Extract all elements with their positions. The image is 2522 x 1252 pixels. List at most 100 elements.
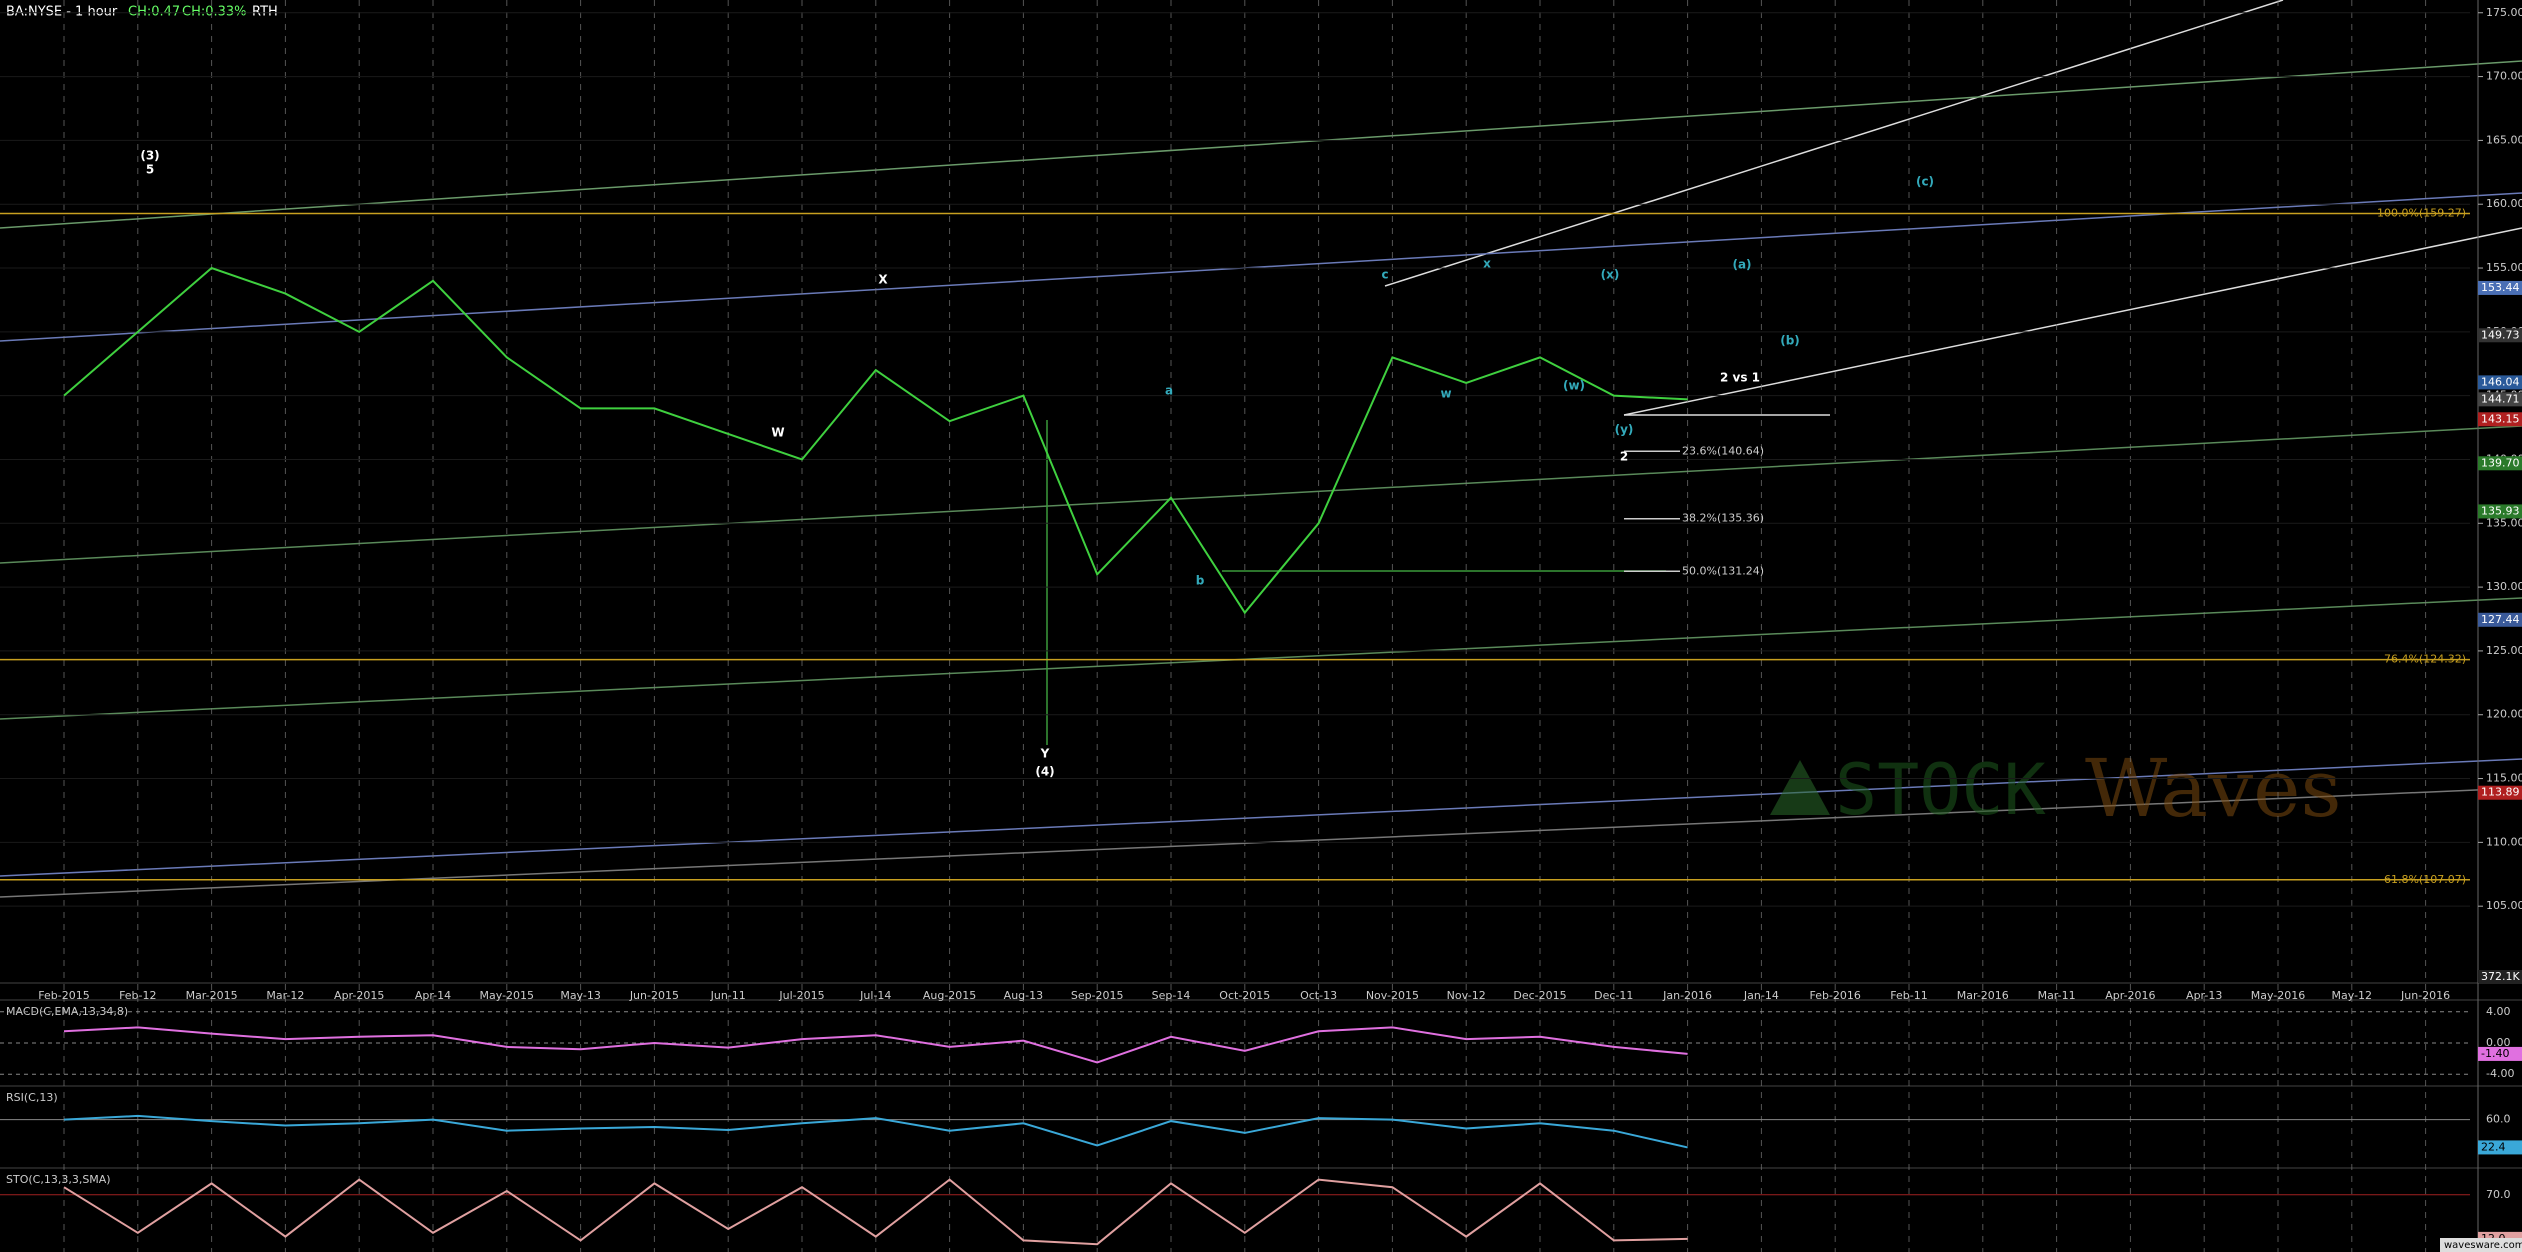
y-tick-label: 160.00 xyxy=(2486,197,2522,210)
x-tick-label: Feb-11 xyxy=(1890,989,1927,1002)
y-tick-label: 165.00 xyxy=(2486,133,2522,146)
y-tick-label: 115.00 xyxy=(2486,772,2522,785)
price-tag-label: 153.44 xyxy=(2481,281,2520,294)
wave-label: w xyxy=(1440,387,1451,401)
fib-label: 100.0%(159.27) xyxy=(2377,207,2466,220)
x-tick-label: Jul-2015 xyxy=(778,989,824,1002)
wave-label: 2 vs 1 xyxy=(1720,371,1760,385)
x-tick-label: Jun-11 xyxy=(710,989,746,1002)
watermark: wavesware.com xyxy=(2444,1240,2522,1251)
logo-mark xyxy=(1770,760,1830,815)
x-tick-label: Dec-2015 xyxy=(1513,989,1566,1002)
x-tick-label: Jul-14 xyxy=(859,989,891,1002)
price-tag-label: 135.93 xyxy=(2481,504,2520,517)
x-tick-label: Feb-2016 xyxy=(1809,989,1860,1002)
trend-line xyxy=(1623,227,2522,416)
fib-label: 38.2%(135.36) xyxy=(1682,512,1764,525)
x-tick-label: Feb-2015 xyxy=(38,989,89,1002)
logo-text: Waves xyxy=(2085,742,2342,835)
wave-label: (a) xyxy=(1732,258,1751,272)
wave-label: 5 xyxy=(146,163,154,177)
price-tag xyxy=(2478,785,2522,800)
wave-label: Y xyxy=(1040,747,1050,761)
x-tick-label: Feb-12 xyxy=(119,989,156,1002)
price-line xyxy=(63,1178,1688,1246)
price-tag-label: 113.89 xyxy=(2481,786,2520,799)
x-tick-label: Sep-2015 xyxy=(1071,989,1124,1002)
price-tag xyxy=(2478,392,2522,407)
x-tick-label: Aug-13 xyxy=(1004,989,1043,1002)
y-tick-label: 110.00 xyxy=(2486,835,2522,848)
price-line xyxy=(63,266,1688,615)
x-tick-label: May-13 xyxy=(560,989,601,1002)
wave-label: (w) xyxy=(1563,379,1585,393)
y-tick-label: 70.0 xyxy=(2486,1188,2511,1201)
x-tick-label: May-12 xyxy=(2332,989,2373,1002)
x-tick-label: Nov-12 xyxy=(1447,989,1486,1002)
price-tag xyxy=(2478,375,2522,390)
x-tick-label: Jun-2016 xyxy=(2400,989,2450,1002)
trend-line xyxy=(0,60,2522,229)
volume-tag: 372.1K xyxy=(2481,970,2520,983)
x-tick-label: Sep-14 xyxy=(1152,989,1191,1002)
price-tag-label: 146.04 xyxy=(2481,375,2520,388)
price-line xyxy=(63,1114,1688,1149)
wave-label: (3) xyxy=(140,149,159,163)
fib-label: 23.6%(140.64) xyxy=(1682,444,1764,457)
price-tag xyxy=(2478,1046,2522,1061)
x-tick-label: Oct-2015 xyxy=(1219,989,1270,1002)
price-tag xyxy=(2478,412,2522,427)
trend-line xyxy=(1384,0,2284,287)
x-tick-label: May-2016 xyxy=(2251,989,2306,1002)
y-tick-label: 170.00 xyxy=(2486,70,2522,83)
logo: STOCK Waves xyxy=(1770,742,2342,835)
x-tick-label: Apr-2015 xyxy=(334,989,384,1002)
price-line xyxy=(63,1026,1688,1064)
wave-label: c xyxy=(1381,268,1388,282)
y-tick-label: 0.00 xyxy=(2486,1036,2511,1049)
x-tick-label: May-2015 xyxy=(480,989,535,1002)
y-tick-label: 120.00 xyxy=(2486,708,2522,721)
wave-label: X xyxy=(878,273,888,287)
price-tag-label: 143.15 xyxy=(2481,412,2520,425)
trend-line xyxy=(0,192,2522,342)
price-tag xyxy=(2478,612,2522,627)
x-tick-label: Mar-12 xyxy=(266,989,304,1002)
y-tick-label: 135.00 xyxy=(2486,516,2522,529)
x-tick-label: Apr-14 xyxy=(415,989,451,1002)
x-tick-label: Jun-2015 xyxy=(629,989,679,1002)
logo-text: STOCK xyxy=(1835,749,2046,831)
session: RTH xyxy=(252,5,278,20)
wave-label: (c) xyxy=(1916,175,1934,189)
price-tag xyxy=(2478,280,2522,295)
price-tag-label: 127.44 xyxy=(2481,613,2520,626)
wave-label: (4) xyxy=(1035,765,1054,779)
price-tag-label: 144.71 xyxy=(2481,392,2520,405)
trend-lines xyxy=(0,0,2522,898)
y-tick-label: 125.00 xyxy=(2486,644,2522,657)
wave-label: (x) xyxy=(1601,268,1620,282)
wave-label: (y) xyxy=(1615,423,1634,437)
price-tag-label: -1.40 xyxy=(2481,1047,2509,1060)
price-tag-label: 22.4 xyxy=(2481,1140,2506,1153)
price-tag xyxy=(2478,328,2522,343)
x-tick-label: Apr-2016 xyxy=(2105,989,2155,1002)
x-tick-label: Apr-13 xyxy=(2186,989,2222,1002)
y-tick-label: -4.00 xyxy=(2486,1067,2514,1080)
fib-label: 61.8%(107.07) xyxy=(2384,873,2466,886)
change: CH:0.47 xyxy=(128,5,180,20)
price-tag xyxy=(2478,456,2522,471)
price-tag xyxy=(2478,504,2522,519)
wave-label: 2 xyxy=(1620,450,1628,464)
wave-label: (b) xyxy=(1780,334,1800,348)
x-tick-label: Mar-11 xyxy=(2038,989,2076,1002)
y-tick-label: 4.00 xyxy=(2486,1005,2511,1018)
wave-label: x xyxy=(1483,257,1491,271)
change-pct: CH:0.33% xyxy=(182,5,247,20)
y-tick-label: 175.00 xyxy=(2486,6,2522,19)
trend-line xyxy=(0,425,2522,564)
price-tag-label: 149.73 xyxy=(2481,328,2520,341)
y-tick-label: 130.00 xyxy=(2486,580,2522,593)
